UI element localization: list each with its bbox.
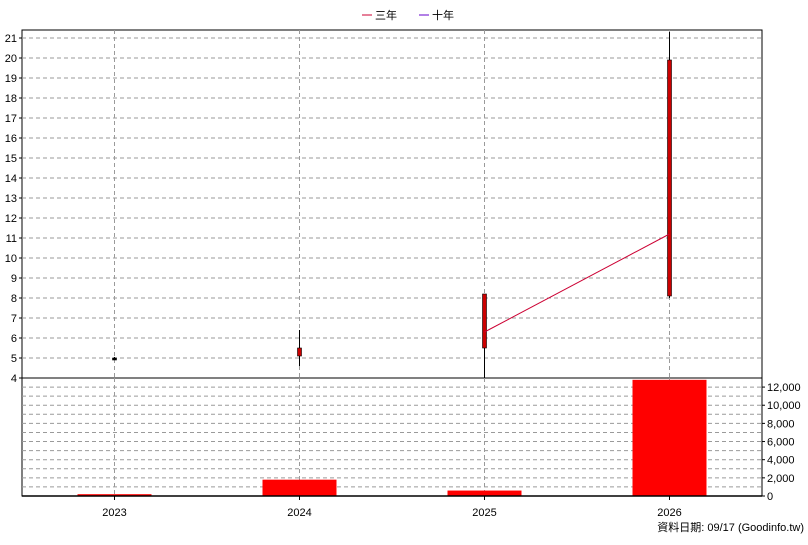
price-tick-label: 10 <box>5 253 17 265</box>
legend-label-1: 十年 <box>432 8 454 22</box>
price-tick-label: 16 <box>5 133 17 145</box>
volume-bar <box>262 479 337 496</box>
x-tick-label: 2026 <box>657 507 681 519</box>
volume-bar <box>447 490 522 496</box>
candle-body <box>112 357 117 361</box>
price-plot-frame <box>21 29 763 379</box>
chart-legend: 三年 十年 <box>362 8 454 22</box>
volume-tick-label: 2,000 <box>767 473 795 485</box>
candle-body <box>482 293 487 349</box>
price-tick-label: 5 <box>11 353 17 365</box>
volume-tick-label: 0 <box>767 491 773 503</box>
volume-panel: 0 2,000 4,000 6,000 8,000 10,000 12,000 2023 202… <box>21 377 801 519</box>
x-tick-label: 2024 <box>287 507 311 519</box>
x-tick-label: 2025 <box>472 507 496 519</box>
series-line-0 <box>484 233 670 333</box>
volume-tick-label: 10,000 <box>767 400 801 412</box>
price-tick-label: 15 <box>5 153 17 165</box>
price-tick-label: 21 <box>5 33 17 45</box>
price-tick-label: 12 <box>5 213 17 225</box>
price-tick-label: 20 <box>5 53 17 65</box>
price-tick-label: 13 <box>5 193 17 205</box>
x-tick-label: 2023 <box>102 507 126 519</box>
price-tick-label: 17 <box>5 113 17 125</box>
price-tick-label: 14 <box>5 173 17 185</box>
legend-label-0: 三年 <box>375 8 397 22</box>
price-tick-label: 9 <box>11 273 17 285</box>
price-tick-label: 7 <box>11 313 17 325</box>
data-date-note: 資料日期: 09/17 (Goodinfo.tw) <box>657 522 804 534</box>
volume-tick-label: 4,000 <box>767 455 795 467</box>
price-panel: 4 5 6 7 8 9 10 11 12 13 14 15 16 17 18 19 20 21 <box>5 29 763 385</box>
price-tick-label: 6 <box>11 333 17 345</box>
price-tick-label: 4 <box>11 373 17 385</box>
price-tick-label: 18 <box>5 93 17 105</box>
volume-tick-label: 8,000 <box>767 418 795 430</box>
volume-tick-label: 6,000 <box>767 437 795 449</box>
candle-body <box>667 59 672 297</box>
volume-bar <box>77 494 152 496</box>
price-tick-label: 19 <box>5 73 17 85</box>
volume-tick-label: 12,000 <box>767 382 801 394</box>
candle-body <box>297 347 302 357</box>
price-tick-label: 8 <box>11 293 17 305</box>
volume-bar <box>632 379 707 496</box>
price-tick-label: 11 <box>6 233 17 245</box>
